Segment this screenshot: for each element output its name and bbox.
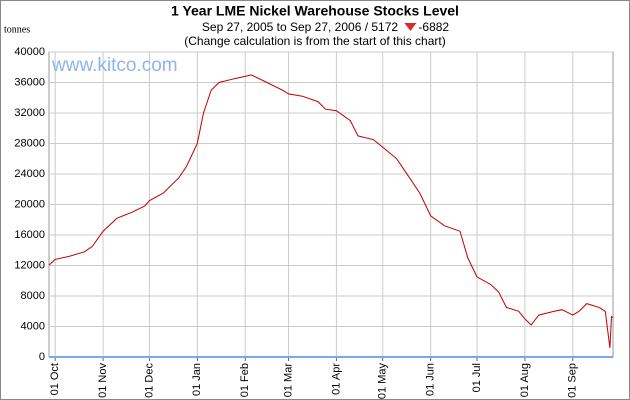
x-tick-label: 01 Jun bbox=[425, 363, 437, 396]
x-tick-label: 01 Nov bbox=[97, 363, 109, 398]
y-tick-label: 28000 bbox=[14, 137, 45, 149]
x-tick-label: 01 Jul bbox=[471, 363, 483, 392]
x-tick-label: 01 Aug bbox=[519, 363, 531, 397]
y-tick-label: 32000 bbox=[14, 107, 45, 119]
change-value: -6882 bbox=[418, 20, 449, 34]
chart-note: (Change calculation is from the start of… bbox=[184, 34, 445, 48]
x-tick-label: 01 Feb bbox=[239, 363, 251, 397]
x-tick-label: 01 May bbox=[377, 363, 389, 400]
x-tick-label: 01 Apr bbox=[330, 363, 342, 395]
x-tick-label: 01 Mar bbox=[282, 363, 294, 398]
y-tick-label: 24000 bbox=[14, 168, 45, 180]
chart-subtitle: Sep 27, 2005 to Sep 27, 2006 / 5172 bbox=[202, 20, 398, 34]
down-arrow bbox=[404, 23, 417, 31]
y-tick-label: 12000 bbox=[14, 259, 45, 271]
x-tick-label: 01 Oct bbox=[49, 363, 61, 395]
x-tick-label: 01 Jan bbox=[191, 363, 203, 396]
y-tick-label: 4000 bbox=[21, 320, 45, 332]
data-line bbox=[48, 74, 614, 348]
y-tick-label: 16000 bbox=[14, 229, 45, 241]
watermark: www.kitco.com bbox=[51, 55, 178, 76]
y-tick-label: 20000 bbox=[14, 198, 45, 210]
y-axis-label: tonnes bbox=[4, 24, 30, 35]
y-tick-label: 0 bbox=[39, 351, 45, 363]
x-tick-label: 01 Sep bbox=[567, 363, 579, 398]
y-tick-label: 8000 bbox=[21, 290, 45, 302]
chart-title: 1 Year LME Nickel Warehouse Stocks Level bbox=[171, 3, 459, 19]
y-tick-label: 40000 bbox=[14, 46, 45, 58]
y-tick-label: 36000 bbox=[14, 76, 45, 88]
x-tick-label: 01 Dec bbox=[143, 363, 155, 398]
